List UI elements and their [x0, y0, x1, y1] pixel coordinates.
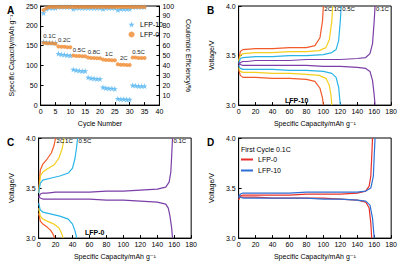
svg-text:0: 0 [237, 241, 241, 248]
svg-text:100: 100 [118, 241, 130, 248]
svg-text:3.0: 3.0 [26, 235, 36, 242]
svg-text:0.1C: 0.1C [43, 33, 56, 39]
svg-text:50: 50 [162, 52, 170, 59]
svg-text:40: 40 [156, 108, 164, 115]
svg-text:3.0: 3.0 [226, 235, 236, 242]
svg-text:40: 40 [269, 241, 277, 248]
svg-text:0.5C: 0.5C [79, 138, 92, 144]
svg-text:First Cycle 0.1C: First Cycle 0.1C [241, 146, 291, 154]
svg-text:LFP-0: LFP-0 [258, 156, 277, 163]
svg-text:140: 140 [151, 241, 163, 248]
svg-text:60: 60 [286, 108, 294, 115]
svg-text:LFP-0: LFP-0 [85, 229, 105, 236]
svg-text:140: 140 [351, 108, 363, 115]
svg-text:Specific Capacity/mAh g⁻¹: Specific Capacity/mAh g⁻¹ [274, 120, 357, 128]
svg-text:140: 140 [351, 241, 363, 248]
svg-text:80: 80 [303, 241, 311, 248]
svg-text:0.8C: 0.8C [88, 49, 101, 55]
svg-text:100: 100 [318, 241, 330, 248]
svg-text:0: 0 [39, 108, 43, 115]
svg-text:100: 100 [162, 3, 174, 10]
svg-text:15: 15 [81, 108, 89, 115]
svg-text:2C: 2C [57, 138, 65, 144]
svg-text:0: 0 [34, 102, 38, 109]
svg-text:Voltage/V: Voltage/V [8, 173, 16, 203]
svg-text:D: D [207, 137, 214, 148]
svg-text:20: 20 [252, 241, 260, 248]
svg-text:120: 120 [334, 108, 346, 115]
svg-text:3.0: 3.0 [226, 102, 236, 109]
svg-text:80: 80 [162, 22, 170, 29]
svg-text:60: 60 [286, 241, 294, 248]
svg-text:Specific Capacity/mAh g⁻¹: Specific Capacity/mAh g⁻¹ [274, 253, 357, 261]
svg-text:Coulombic Efficiency/%: Coulombic Efficiency/% [184, 19, 192, 92]
svg-text:3.5: 3.5 [226, 52, 236, 59]
svg-text:Voltage/V: Voltage/V [208, 40, 216, 70]
svg-text:10: 10 [66, 108, 74, 115]
svg-text:C: C [7, 137, 14, 148]
svg-text:0.2C: 0.2C [58, 37, 71, 43]
svg-text:LFP-0: LFP-0 [140, 31, 159, 38]
svg-text:250: 250 [26, 3, 38, 10]
svg-text:0.5C: 0.5C [342, 6, 355, 12]
svg-text:A: A [7, 5, 14, 16]
svg-text:3.5: 3.5 [226, 185, 236, 192]
svg-text:100: 100 [318, 108, 330, 115]
svg-text:4.0: 4.0 [226, 135, 236, 142]
svg-text:90: 90 [162, 12, 170, 19]
svg-text:30: 30 [126, 108, 134, 115]
svg-text:LFP-10: LFP-10 [285, 97, 308, 104]
svg-text:4.0: 4.0 [226, 3, 236, 10]
svg-text:LFP-10: LFP-10 [140, 21, 163, 28]
svg-text:180: 180 [385, 241, 397, 248]
svg-text:200: 200 [26, 22, 38, 29]
svg-text:30: 30 [162, 72, 170, 79]
svg-text:0.5C: 0.5C [73, 47, 86, 53]
svg-text:25: 25 [111, 108, 119, 115]
svg-text:1C: 1C [65, 138, 73, 144]
svg-text:Voltage/V: Voltage/V [208, 173, 216, 203]
svg-text:0.1C: 0.1C [376, 6, 389, 12]
svg-text:0: 0 [37, 241, 41, 248]
svg-text:5: 5 [53, 108, 57, 115]
svg-text:0: 0 [237, 108, 241, 115]
svg-text:4.0: 4.0 [26, 135, 36, 142]
svg-text:1C: 1C [105, 51, 113, 57]
svg-text:120: 120 [134, 241, 146, 248]
svg-text:2C: 2C [324, 6, 332, 12]
svg-text:3.5: 3.5 [26, 185, 36, 192]
svg-text:160: 160 [368, 108, 380, 115]
svg-text:0.5C: 0.5C [132, 49, 145, 55]
svg-text:20: 20 [162, 82, 170, 89]
svg-text:Specific Capacity/mAh g⁻¹: Specific Capacity/mAh g⁻¹ [74, 253, 157, 261]
svg-text:0.1C: 0.1C [174, 138, 187, 144]
svg-text:80: 80 [103, 241, 111, 248]
svg-text:100: 100 [26, 62, 38, 69]
svg-text:40: 40 [69, 241, 77, 248]
svg-text:20: 20 [252, 108, 260, 115]
svg-text:60: 60 [86, 241, 94, 248]
svg-text:60: 60 [162, 42, 170, 49]
svg-text:160: 160 [168, 241, 180, 248]
svg-text:20: 20 [52, 241, 60, 248]
svg-text:Specific Capacity/mAh g⁻¹: Specific Capacity/mAh g⁻¹ [8, 14, 16, 97]
svg-text:40: 40 [269, 108, 277, 115]
svg-text:160: 160 [368, 241, 380, 248]
svg-text:2C: 2C [120, 55, 128, 61]
svg-text:LFP-10: LFP-10 [258, 167, 281, 174]
svg-text:70: 70 [162, 32, 170, 39]
svg-text:10: 10 [162, 92, 170, 99]
svg-text:B: B [207, 5, 214, 16]
svg-text:50: 50 [30, 82, 38, 89]
svg-text:120: 120 [334, 241, 346, 248]
svg-text:40: 40 [162, 62, 170, 69]
svg-text:20: 20 [96, 108, 104, 115]
svg-text:1C: 1C [334, 6, 342, 12]
svg-text:Cycle Number: Cycle Number [78, 120, 123, 128]
svg-text:180: 180 [385, 108, 397, 115]
svg-text:80: 80 [303, 108, 311, 115]
svg-text:150: 150 [26, 42, 38, 49]
svg-text:180: 180 [185, 241, 197, 248]
svg-text:35: 35 [141, 108, 149, 115]
